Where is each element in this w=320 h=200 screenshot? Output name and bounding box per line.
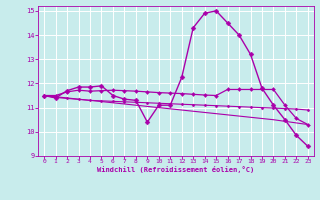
X-axis label: Windchill (Refroidissement éolien,°C): Windchill (Refroidissement éolien,°C)	[97, 166, 255, 173]
